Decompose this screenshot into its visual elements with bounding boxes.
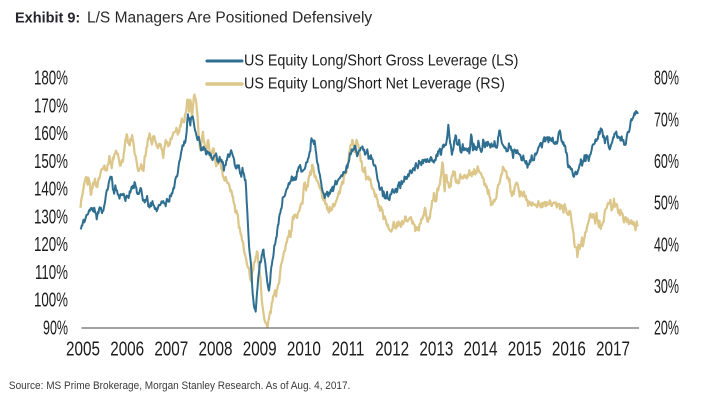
- svg-text:2006: 2006: [110, 338, 144, 360]
- svg-text:2015: 2015: [508, 338, 542, 360]
- svg-text:L/S Managers Are Positioned De: L/S Managers Are Positioned Defensively: [87, 10, 372, 27]
- svg-text:20%: 20%: [654, 317, 679, 340]
- svg-text:180%: 180%: [34, 67, 68, 89]
- svg-text:2013: 2013: [419, 338, 453, 360]
- svg-text:130%: 130%: [34, 206, 68, 228]
- svg-text:40%: 40%: [654, 233, 679, 256]
- svg-text:Source: MS Prime Brokerage, Mo: Source: MS Prime Brokerage, Morgan Stanl…: [9, 379, 350, 392]
- svg-text:US Equity Long/Short Gross Lev: US Equity Long/Short Gross Leverage (LS): [244, 52, 518, 70]
- svg-text:120%: 120%: [34, 234, 68, 256]
- svg-text:140%: 140%: [34, 178, 68, 200]
- svg-text:US Equity Long/Short Net Lever: US Equity Long/Short Net Leverage (RS): [244, 75, 505, 93]
- svg-text:2007: 2007: [154, 338, 188, 360]
- svg-text:110%: 110%: [35, 261, 68, 283]
- svg-text:150%: 150%: [34, 150, 68, 172]
- svg-text:50%: 50%: [654, 192, 679, 215]
- svg-text:2011: 2011: [332, 338, 365, 360]
- svg-text:70%: 70%: [654, 108, 679, 131]
- svg-text:100%: 100%: [34, 289, 68, 311]
- svg-text:2010: 2010: [287, 338, 321, 360]
- svg-text:60%: 60%: [654, 150, 679, 173]
- svg-text:170%: 170%: [34, 95, 68, 117]
- svg-text:2008: 2008: [199, 338, 233, 360]
- svg-text:80%: 80%: [654, 67, 679, 90]
- svg-text:2017: 2017: [596, 338, 630, 360]
- svg-text:2012: 2012: [375, 338, 409, 360]
- svg-text:2005: 2005: [66, 338, 100, 360]
- svg-text:30%: 30%: [654, 275, 679, 298]
- svg-text:90%: 90%: [43, 317, 68, 340]
- svg-text:Exhibit 9:: Exhibit 9:: [15, 11, 80, 27]
- svg-text:2014: 2014: [464, 338, 498, 360]
- svg-text:2016: 2016: [552, 338, 586, 360]
- svg-text:160%: 160%: [34, 122, 68, 144]
- svg-text:2009: 2009: [243, 338, 277, 360]
